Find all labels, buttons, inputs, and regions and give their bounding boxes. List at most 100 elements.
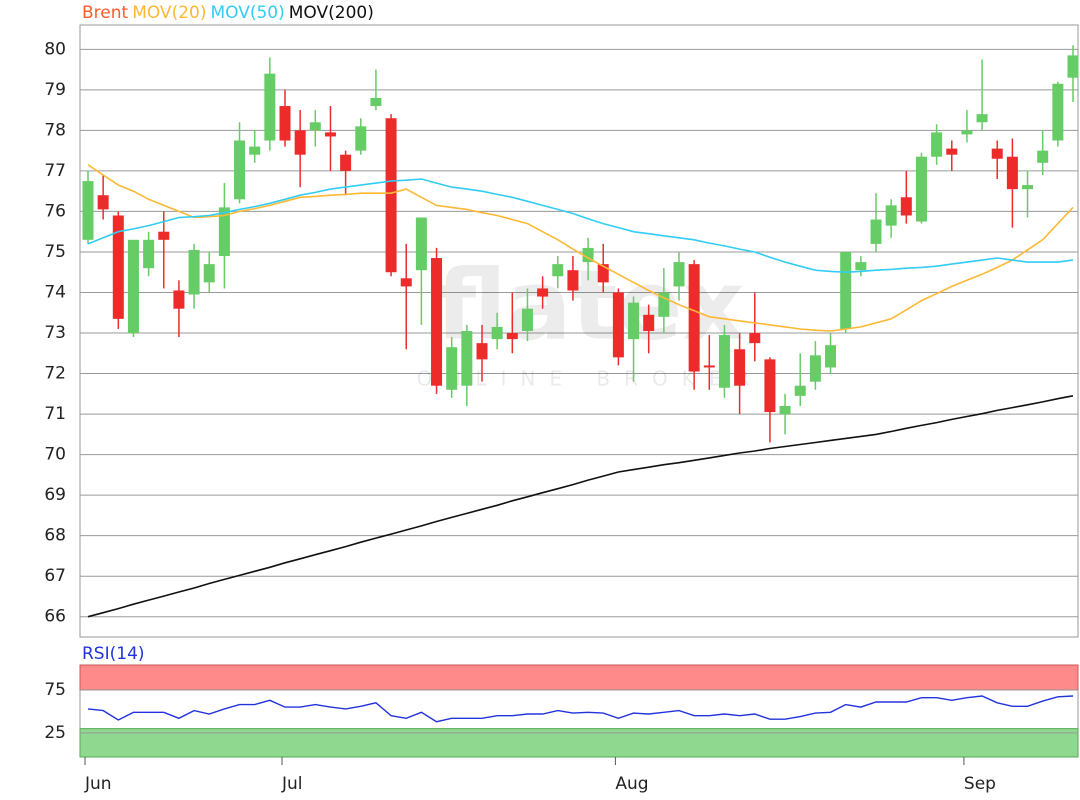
candle-body: [961, 130, 973, 135]
candle-body: [915, 156, 927, 222]
candle-body: [400, 278, 412, 287]
candle-body: [855, 262, 867, 271]
candle-body: [1022, 185, 1034, 190]
y-tick-label: 80: [44, 39, 66, 59]
candle-body: [415, 217, 427, 271]
candle-body: [143, 239, 155, 269]
candle-body: [537, 288, 549, 297]
candle-body: [900, 197, 912, 216]
y-tick-label: 79: [44, 80, 66, 100]
candle-body: [1052, 83, 1064, 141]
candle-body: [203, 264, 215, 283]
x-tick-label: Jun: [84, 774, 112, 794]
candle-body: [946, 148, 958, 155]
candle-body: [431, 258, 443, 386]
candle-body: [324, 132, 336, 137]
candle-body: [628, 302, 640, 340]
legend-entry: MOV(200): [289, 3, 374, 23]
candle-body: [370, 97, 382, 107]
y-tick-label: 77: [44, 161, 66, 181]
candle-body: [688, 264, 700, 372]
candle-body: [991, 148, 1003, 159]
candle-body: [112, 215, 124, 319]
candle-body: [734, 349, 746, 386]
candle-body: [127, 239, 139, 334]
candle-body: [840, 251, 852, 329]
candle-body: [461, 331, 473, 386]
candle-body: [658, 292, 670, 317]
candle-body: [309, 122, 321, 131]
y-tick-label: 76: [44, 201, 66, 221]
candle-body: [188, 249, 200, 295]
rsi-title: RSI(14): [82, 644, 145, 664]
candle-body: [249, 146, 261, 155]
candle-body: [870, 219, 882, 244]
candle-body: [97, 195, 109, 210]
y-tick-label: 68: [44, 526, 66, 546]
candle-body: [703, 365, 715, 368]
y-tick-label: 74: [44, 282, 66, 302]
candle-body: [976, 114, 988, 123]
candle-body: [673, 262, 685, 287]
candle-body: [567, 270, 579, 291]
candle-body: [825, 345, 837, 368]
candle-body: [218, 207, 230, 257]
candle-body: [294, 130, 306, 155]
candle-body: [1067, 55, 1079, 78]
ma-line: [87, 178, 1074, 274]
candle-body: [385, 118, 397, 273]
x-tick-label: Jul: [281, 774, 303, 794]
candle-body: [612, 292, 624, 358]
candle-body: [491, 326, 503, 340]
candle-body: [931, 132, 943, 157]
y-tick-label: 75: [44, 242, 66, 262]
candle-body: [552, 264, 564, 277]
y-tick-label: 25: [44, 723, 66, 743]
candle-body: [340, 154, 352, 171]
y-tick-label: 72: [44, 364, 66, 384]
candle-body: [446, 347, 458, 390]
plot-area: [79, 24, 1079, 638]
overbought-band: [79, 664, 1079, 691]
candle-body: [779, 405, 791, 415]
y-tick-label: 75: [44, 680, 66, 700]
candle-body: [158, 231, 170, 240]
legend-entry: MOV(50): [210, 3, 284, 23]
candle-body: [597, 264, 609, 283]
y-tick-label: 67: [44, 566, 66, 586]
legend-entry: MOV(20): [132, 3, 206, 23]
candle-body: [749, 333, 761, 344]
candle-body: [794, 385, 806, 396]
candle-body: [1006, 156, 1018, 190]
candle-body: [355, 126, 367, 151]
candle-body: [809, 355, 821, 382]
candle-body: [279, 106, 291, 141]
candle-body: [718, 335, 730, 388]
candle-body: [643, 314, 655, 331]
y-tick-label: 69: [44, 485, 66, 505]
candle-body: [264, 73, 276, 141]
ma-line: [87, 395, 1074, 618]
x-tick-label: Sep: [964, 774, 996, 794]
candle-body: [582, 247, 594, 263]
y-tick-label: 71: [44, 404, 66, 424]
candle-body: [506, 333, 518, 340]
candle-body: [173, 290, 185, 309]
legend-entry: Brent: [82, 3, 129, 23]
candle-body: [82, 181, 94, 240]
candle-body: [476, 343, 488, 360]
y-tick-label: 66: [44, 607, 66, 627]
legend: Brent MOV(20) MOV(50) MOV(200): [82, 3, 374, 23]
candle-body: [521, 308, 533, 331]
candle-body: [764, 359, 776, 413]
ma-line: [87, 164, 1074, 332]
y-tick-label: 78: [44, 120, 66, 140]
x-tick-label: Aug: [615, 774, 648, 794]
candle-body: [234, 140, 246, 200]
candle-body: [1037, 150, 1049, 163]
y-tick-label: 73: [44, 323, 66, 343]
ma-line: [87, 695, 1074, 723]
candle-body: [885, 205, 897, 226]
y-tick-label: 70: [44, 445, 66, 465]
